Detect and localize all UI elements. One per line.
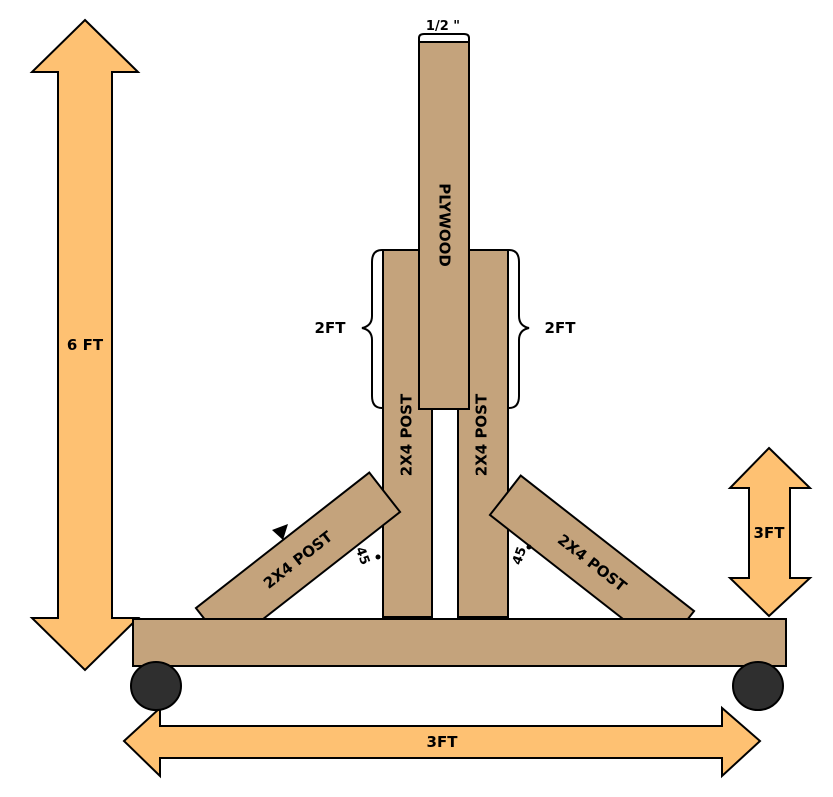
- overlap-brace-left: [361, 249, 383, 409]
- width-arrow-3ft: [122, 705, 762, 779]
- angle-marker-left: 45: [352, 545, 381, 567]
- plywood-board: [418, 41, 470, 410]
- angle-label-left: 45: [352, 545, 372, 567]
- height-arrow-6ft: [29, 18, 141, 672]
- height-label-6ft: 6 FT: [67, 336, 104, 354]
- angle-marker-right: 45: [510, 544, 532, 567]
- center-post-right-label: 2X4 POST: [473, 393, 491, 476]
- angle-label-right: 45: [510, 545, 530, 567]
- wheel-left: [130, 661, 182, 711]
- base-board: [132, 618, 787, 667]
- height-label-3ft: 3FT: [754, 524, 786, 542]
- overlap-label-left: 2FT: [315, 319, 347, 337]
- thickness-bracket: [418, 33, 470, 42]
- overlap-label-right: 2FT: [545, 319, 577, 337]
- plywood-label: PLYWOOD: [436, 183, 454, 267]
- wheel-right: [732, 661, 784, 711]
- height-arrow-3ft: [727, 446, 813, 618]
- center-post-left-label: 2X4 POST: [398, 393, 416, 476]
- thickness-label: 1/2 ": [426, 19, 460, 34]
- width-label-3ft: 3FT: [427, 733, 459, 751]
- marker-arrow: [272, 524, 288, 540]
- overlap-brace-right: [508, 249, 530, 409]
